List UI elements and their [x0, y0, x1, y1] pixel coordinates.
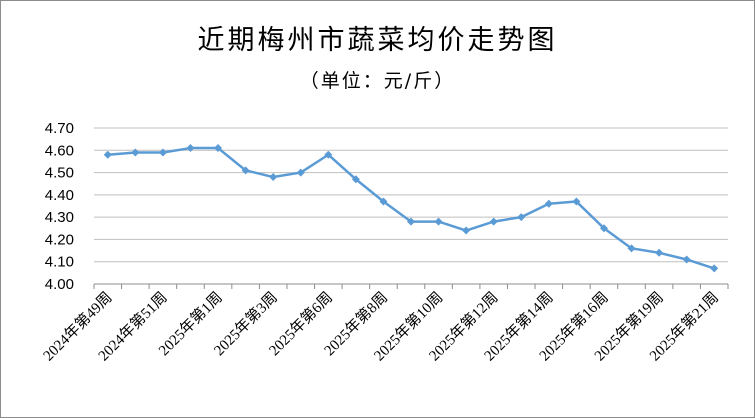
data-point: [269, 173, 278, 182]
y-tick-label: 4.00: [45, 276, 74, 293]
data-point: [627, 244, 636, 253]
y-tick-label: 4.10: [45, 254, 74, 271]
chart-subtitle: （单位：元/斤）: [299, 70, 456, 92]
data-point: [655, 248, 664, 257]
y-tick-label: 4.50: [45, 165, 74, 182]
axes: [93, 283, 729, 289]
y-tick-label: 4.70: [45, 120, 74, 137]
y-tick-label: 4.20: [45, 231, 74, 248]
data-point: [462, 226, 471, 235]
y-axis-ticks: 4.00 4.10 4.20 4.30 4.40 4.50 4.60 4.70: [45, 120, 74, 293]
series-line-path: [107, 146, 715, 270]
data-point: [434, 217, 443, 226]
data-point: [351, 175, 360, 184]
data-point: [324, 150, 333, 159]
chart-title: 近期梅州市蔬菜均价走势图: [197, 25, 558, 56]
data-point: [103, 150, 112, 159]
data-point: [241, 166, 250, 175]
data-point: [407, 217, 415, 226]
data-point: [544, 199, 553, 208]
series-line: [103, 144, 719, 273]
data-point: [186, 144, 195, 153]
data-point: [599, 224, 608, 233]
data-point: [158, 148, 167, 157]
data-point: [131, 148, 140, 157]
gridlines: [94, 127, 728, 263]
y-tick-label: 4.40: [45, 187, 74, 204]
data-point: [379, 197, 388, 206]
y-tick-label: 4.60: [45, 142, 74, 159]
data-point: [214, 144, 223, 153]
data-point: [710, 264, 719, 273]
y-tick-label: 4.30: [45, 209, 74, 226]
data-point: [296, 168, 305, 177]
data-point: [682, 255, 691, 264]
data-point: [517, 213, 526, 222]
data-point: [572, 197, 581, 206]
data-point: [489, 217, 498, 226]
x-axis-ticks: 2024年第49周2024年第51周2025年第1周2025年第3周2025年第…: [39, 288, 722, 364]
